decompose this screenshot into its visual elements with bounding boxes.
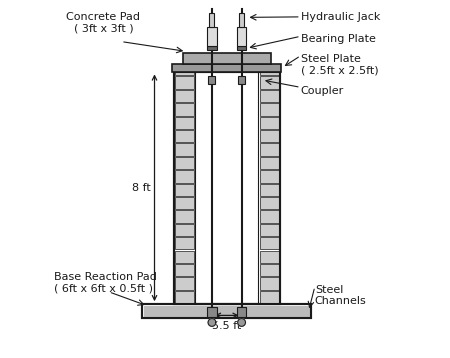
Bar bbox=[260, 157, 279, 169]
Text: Steel
Channels: Steel Channels bbox=[315, 285, 367, 306]
Polygon shape bbox=[238, 319, 245, 326]
Bar bbox=[175, 277, 194, 290]
Bar bbox=[260, 291, 279, 303]
Bar bbox=[175, 170, 194, 183]
Bar bbox=[237, 307, 246, 317]
Bar bbox=[174, 72, 279, 304]
Text: Concrete Pad
( 3ft x 3ft ): Concrete Pad ( 3ft x 3ft ) bbox=[67, 11, 140, 33]
Bar bbox=[175, 237, 194, 250]
Bar bbox=[260, 130, 279, 142]
Bar bbox=[260, 211, 279, 223]
Bar bbox=[183, 53, 271, 64]
Bar bbox=[260, 251, 279, 263]
Bar bbox=[237, 46, 247, 50]
Bar bbox=[175, 157, 194, 169]
Bar bbox=[142, 304, 311, 318]
Bar bbox=[144, 305, 310, 317]
Bar bbox=[260, 197, 279, 209]
Bar bbox=[260, 277, 279, 290]
Bar bbox=[260, 224, 279, 236]
Bar bbox=[175, 251, 194, 263]
Bar bbox=[174, 72, 279, 304]
Text: Coupler: Coupler bbox=[301, 86, 344, 96]
Bar bbox=[260, 170, 279, 183]
Text: 8 ft: 8 ft bbox=[132, 183, 151, 193]
Bar bbox=[207, 46, 217, 50]
Bar bbox=[175, 90, 194, 102]
Text: Bearing Plate: Bearing Plate bbox=[301, 34, 376, 44]
Bar bbox=[260, 117, 279, 129]
Bar bbox=[239, 13, 244, 27]
Bar bbox=[260, 90, 279, 102]
Bar bbox=[210, 13, 215, 27]
Bar bbox=[208, 76, 216, 84]
Bar bbox=[207, 27, 217, 46]
Bar bbox=[260, 184, 279, 196]
Bar bbox=[172, 64, 281, 72]
Bar bbox=[238, 76, 245, 84]
Polygon shape bbox=[208, 319, 216, 326]
Bar bbox=[175, 103, 194, 116]
Bar bbox=[175, 211, 194, 223]
Bar bbox=[175, 144, 194, 156]
Bar bbox=[175, 291, 194, 303]
Bar bbox=[142, 304, 311, 318]
Bar bbox=[260, 72, 279, 76]
Bar bbox=[175, 117, 194, 129]
Bar bbox=[175, 72, 194, 76]
Bar bbox=[175, 184, 194, 196]
Bar bbox=[175, 197, 194, 209]
Bar bbox=[260, 237, 279, 250]
Bar bbox=[260, 77, 279, 89]
Bar bbox=[260, 144, 279, 156]
Bar bbox=[260, 264, 279, 276]
Bar bbox=[207, 307, 216, 317]
Bar bbox=[237, 27, 247, 46]
Bar bbox=[175, 224, 194, 236]
Bar bbox=[175, 264, 194, 276]
Bar bbox=[175, 130, 194, 142]
Text: Base Reaction Pad
( 6ft x 6ft x 0.5ft ): Base Reaction Pad ( 6ft x 6ft x 0.5ft ) bbox=[54, 272, 157, 294]
Text: Hydraulic Jack: Hydraulic Jack bbox=[301, 11, 380, 21]
Text: 5.5 ft: 5.5 ft bbox=[212, 321, 241, 331]
Bar bbox=[260, 103, 279, 116]
Bar bbox=[175, 77, 194, 89]
Text: Steel Plate
( 2.5ft x 2.5ft): Steel Plate ( 2.5ft x 2.5ft) bbox=[301, 54, 378, 76]
